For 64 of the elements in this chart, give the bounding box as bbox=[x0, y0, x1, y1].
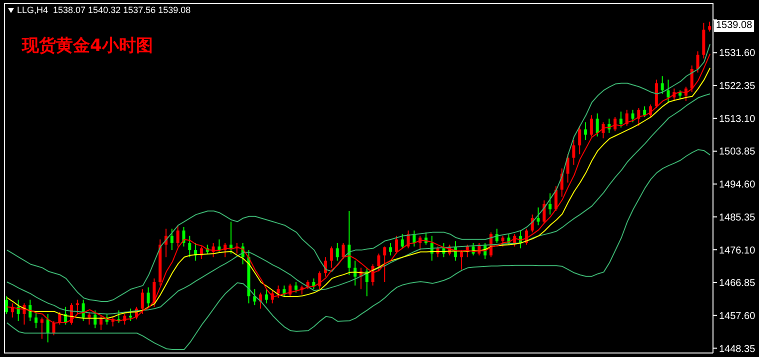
y-tick-label: 1513.10 bbox=[719, 114, 756, 125]
candlestick bbox=[312, 278, 316, 290]
candlestick bbox=[383, 246, 386, 283]
candlestick bbox=[578, 125, 582, 155]
candlestick bbox=[176, 224, 180, 248]
y-tick-label: 1457.60 bbox=[719, 310, 756, 322]
y-tick-label: 1476.10 bbox=[719, 245, 756, 256]
candlestick bbox=[389, 242, 392, 256]
candlestick bbox=[276, 285, 280, 298]
candlestick bbox=[660, 76, 664, 94]
text: 1539.08 bbox=[714, 20, 754, 32]
candlestick bbox=[170, 228, 174, 251]
chart-subtitle: LLG,H4 1538.07 1540.32 1537.56 1539.08 bbox=[17, 5, 191, 15]
candlestick bbox=[294, 282, 298, 294]
candlestick bbox=[554, 186, 558, 212]
candlestick bbox=[690, 64, 694, 93]
candlestick bbox=[548, 192, 552, 216]
candlestick bbox=[584, 122, 588, 141]
candlestick bbox=[666, 79, 670, 104]
candlestick bbox=[566, 154, 570, 184]
candlestick bbox=[501, 235, 504, 248]
y-tick-label: 1466.85 bbox=[719, 278, 756, 290]
y-tick-label: 1503.85 bbox=[719, 146, 756, 158]
candlestick bbox=[394, 235, 398, 254]
candlestick bbox=[619, 111, 622, 128]
text: 现货黄金4小时图 bbox=[22, 35, 153, 57]
candlestick bbox=[708, 21, 712, 32]
candlestick bbox=[536, 206, 540, 226]
candlestick bbox=[5, 296, 8, 314]
candlestick bbox=[140, 288, 144, 314]
candlestick bbox=[288, 283, 292, 297]
candlestick bbox=[264, 288, 268, 304]
candlestick bbox=[34, 312, 38, 329]
candlestick bbox=[253, 288, 256, 306]
line-series bbox=[6, 149, 711, 350]
candlestick bbox=[129, 308, 132, 322]
candlestick bbox=[336, 242, 339, 262]
candlestick bbox=[94, 310, 97, 329]
candlestick bbox=[230, 221, 233, 254]
candlestick bbox=[342, 242, 345, 260]
candlestick bbox=[460, 250, 463, 270]
candlestick bbox=[596, 112, 599, 137]
candlestick bbox=[318, 270, 322, 290]
candlestick bbox=[188, 235, 192, 258]
candlestick bbox=[146, 286, 150, 308]
candlestick bbox=[572, 140, 576, 166]
candlestick bbox=[631, 109, 634, 123]
candlestick bbox=[40, 317, 44, 340]
y-tick-label: 1522.35 bbox=[719, 81, 756, 92]
candlestick bbox=[590, 114, 593, 137]
y-tick-label: 1494.60 bbox=[719, 180, 756, 191]
y-tick-label: 1448.35 bbox=[719, 344, 756, 355]
candlestick bbox=[643, 106, 646, 118]
candlestick bbox=[696, 50, 700, 74]
candlestick bbox=[654, 79, 658, 109]
y-tick-label: 1531.60 bbox=[719, 48, 756, 60]
candlestick bbox=[218, 238, 221, 252]
candlestick bbox=[400, 234, 404, 249]
candlestick bbox=[348, 210, 351, 276]
candlestick bbox=[377, 253, 380, 272]
candlestick bbox=[152, 278, 156, 308]
y-tick-label: 1485.35 bbox=[719, 212, 756, 224]
candlestick bbox=[330, 246, 333, 268]
candlestick bbox=[614, 116, 617, 132]
